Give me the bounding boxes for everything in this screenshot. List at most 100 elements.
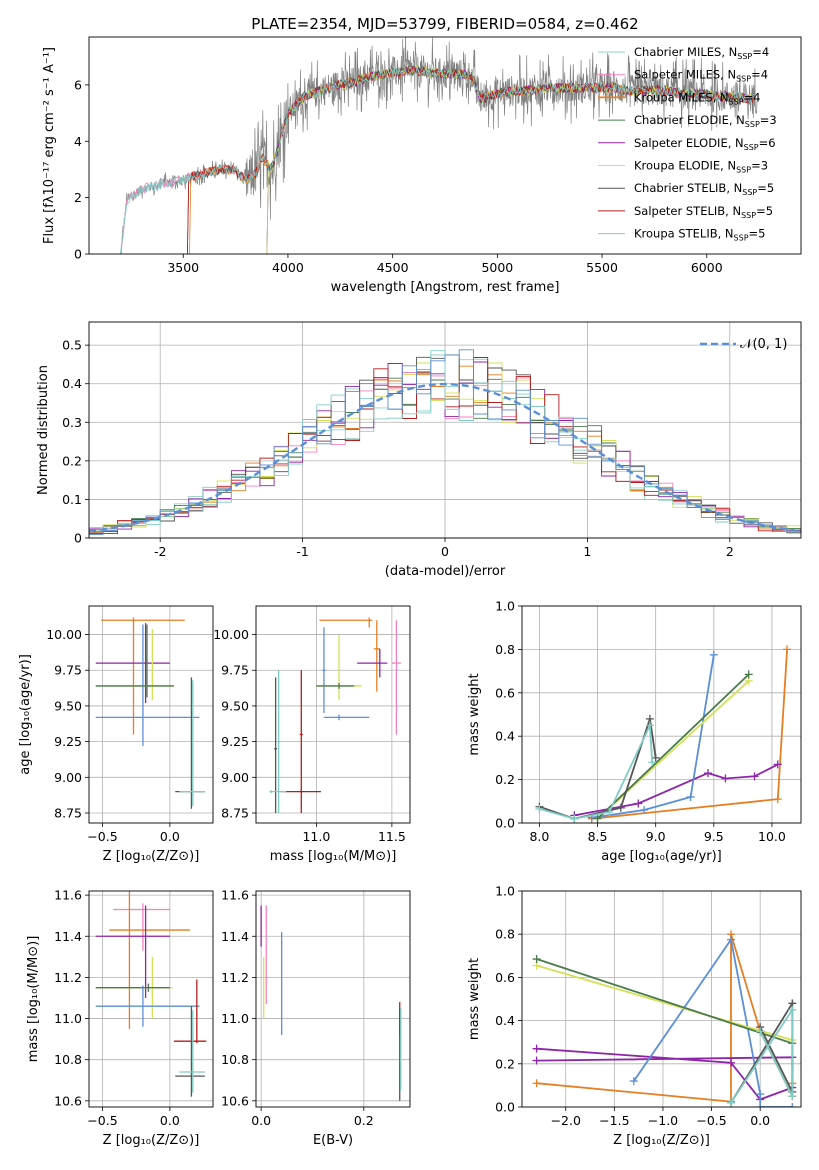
y-tick-label: 11.2 xyxy=(54,970,82,985)
x-tick-label: 6000 xyxy=(691,260,723,275)
point-marker xyxy=(593,814,602,823)
point-marker xyxy=(727,1058,736,1067)
y-tick-label: 0 xyxy=(74,531,82,546)
y-axis-label: mass weight xyxy=(467,958,482,1040)
x-tick-label: 9.5 xyxy=(704,829,724,844)
point-marker xyxy=(570,814,579,823)
legend-label: Salpeter ELODIE, NSSP=6 xyxy=(634,136,776,152)
point-marker xyxy=(616,803,625,812)
y-tick-label: 11.4 xyxy=(54,929,82,944)
series-line xyxy=(536,964,793,1041)
series-line xyxy=(633,937,793,1107)
axes-frame xyxy=(88,890,214,1108)
weight-vs-age-panel: 8.0 8.5 9.0 9.5 10.0 0.0 0.2 0.4 0.6 0.8 1.0 age [l… xyxy=(467,599,802,864)
x-tick-label: 0.0 xyxy=(251,1113,271,1128)
point-marker xyxy=(640,805,649,814)
point-marker xyxy=(532,1044,541,1053)
x-tick-label: 0 xyxy=(441,544,449,559)
normal-curve xyxy=(89,382,801,533)
weight-vs-metallicity-panel: −2.0 −1.5 −1.0 −0.5 0.0 0.0 0.2 0.4 0.6 0.8 1.0 Z [… xyxy=(467,884,802,1148)
y-tick-label: 4 xyxy=(74,134,82,149)
age-vs-metallicity-panel: −0.5 0.0 8.75 9.00 9.25 9.50 9.75 10.00 Z [log₁₀… xyxy=(18,605,214,864)
grid xyxy=(522,605,801,824)
point-marker xyxy=(532,1079,541,1088)
axes-frame xyxy=(255,605,411,824)
point-marker xyxy=(788,1092,797,1101)
x-tick-label: −1.0 xyxy=(648,1113,678,1128)
point-marker xyxy=(686,792,695,801)
plot-area xyxy=(95,617,205,809)
histogram-steps xyxy=(89,349,801,538)
grid xyxy=(256,606,410,823)
y-tick-label: 11.2 xyxy=(221,970,249,985)
point-marker xyxy=(721,774,730,783)
y-tick-label: 0.1 xyxy=(62,492,82,507)
legend-label: Chabrier MILES, NSSP=4 xyxy=(634,45,769,61)
x-tick-label: 1 xyxy=(583,544,591,559)
plot-area xyxy=(535,645,792,823)
x-tick-label: −1.5 xyxy=(599,1113,629,1128)
y-tick-label: 10.6 xyxy=(54,1093,82,1108)
y-tick-label: 0.2 xyxy=(62,453,82,468)
x-axis-label: age [log₁₀(age/yr)] xyxy=(601,849,722,864)
axes-frame xyxy=(521,605,802,824)
axes-frame xyxy=(88,36,802,255)
x-tick-label: 0.2 xyxy=(354,1113,374,1128)
point-marker xyxy=(788,1005,797,1014)
model-spectrum xyxy=(187,66,754,254)
y-axis-label: Normed distribution xyxy=(36,365,51,495)
legend: Chabrier MILES, NSSP=4 Salpeter MILES, NS… xyxy=(598,45,777,243)
axes-frame xyxy=(88,605,214,824)
x-tick-label: 8.5 xyxy=(588,829,608,844)
x-tick-label: -1 xyxy=(296,544,308,559)
x-tick-label: 5000 xyxy=(481,260,513,275)
y-tick-label: 9.25 xyxy=(221,734,249,749)
y-axis-label: Flux [fλ10⁻¹⁷ erg cm⁻² s⁻¹ A⁻¹] xyxy=(42,47,57,244)
grid xyxy=(256,891,410,1107)
point-marker xyxy=(750,772,759,781)
x-tick-label: −2.0 xyxy=(551,1113,581,1128)
series-line xyxy=(730,1006,794,1104)
y-tick-label: 9.75 xyxy=(54,663,82,678)
y-tick-label: 0.8 xyxy=(495,927,515,942)
y-tick-label: 0.4 xyxy=(495,729,515,744)
plot-area xyxy=(95,891,207,1097)
y-tick-label: 1.0 xyxy=(495,599,515,614)
point-marker xyxy=(783,645,792,654)
legend-label: Chabrier ELODIE, NSSP=3 xyxy=(634,113,777,129)
x-tick-label: −0.5 xyxy=(696,1113,726,1128)
legend-label: Chabrier STELIB, NSSP=5 xyxy=(634,181,774,197)
x-tick-label: -2 xyxy=(154,544,166,559)
chart-title: PLATE=2354, MJD=53799, FIBERID=0584, z=0… xyxy=(251,15,638,33)
y-tick-label: 11.6 xyxy=(54,888,82,903)
point-marker xyxy=(756,1103,765,1107)
age-vs-mass-panel: 11.0 11.5 8.75 9.00 9.25 9.50 9.75 10.00 mass [l… xyxy=(213,605,411,864)
x-tick-label: 2 xyxy=(726,544,734,559)
y-tick-label: 0.8 xyxy=(495,642,515,657)
y-tick-label: 11.6 xyxy=(221,888,249,903)
y-tick-label: 8.75 xyxy=(221,806,249,821)
x-tick-label: 0.0 xyxy=(160,1113,180,1128)
point-marker xyxy=(535,804,544,813)
x-axis-label: wavelength [Angstrom, rest frame] xyxy=(331,280,560,295)
y-tick-label: 10.00 xyxy=(213,627,249,642)
series-line xyxy=(536,958,793,1045)
point-marker xyxy=(634,799,643,808)
y-tick-label: 10.00 xyxy=(46,627,82,642)
y-tick-label: 6 xyxy=(74,77,82,92)
legend-label: Salpeter MILES, NSSP=4 xyxy=(634,68,768,84)
plot-area xyxy=(269,617,401,814)
histogram-steps xyxy=(89,350,801,538)
y-tick-label: 0.3 xyxy=(62,415,82,430)
y-tick-label: 9.75 xyxy=(221,663,249,678)
series-line xyxy=(536,933,794,1103)
series-line xyxy=(596,673,750,820)
plot-area xyxy=(120,37,758,254)
x-axis-label: E(B-V) xyxy=(313,1133,353,1148)
x-tick-label: 9.0 xyxy=(646,829,666,844)
point-marker xyxy=(756,1090,765,1099)
y-tick-label: 11.0 xyxy=(221,1011,249,1026)
legend-label: Kroupa MILES, NSSP=4 xyxy=(634,90,760,106)
point-marker xyxy=(788,1103,797,1107)
